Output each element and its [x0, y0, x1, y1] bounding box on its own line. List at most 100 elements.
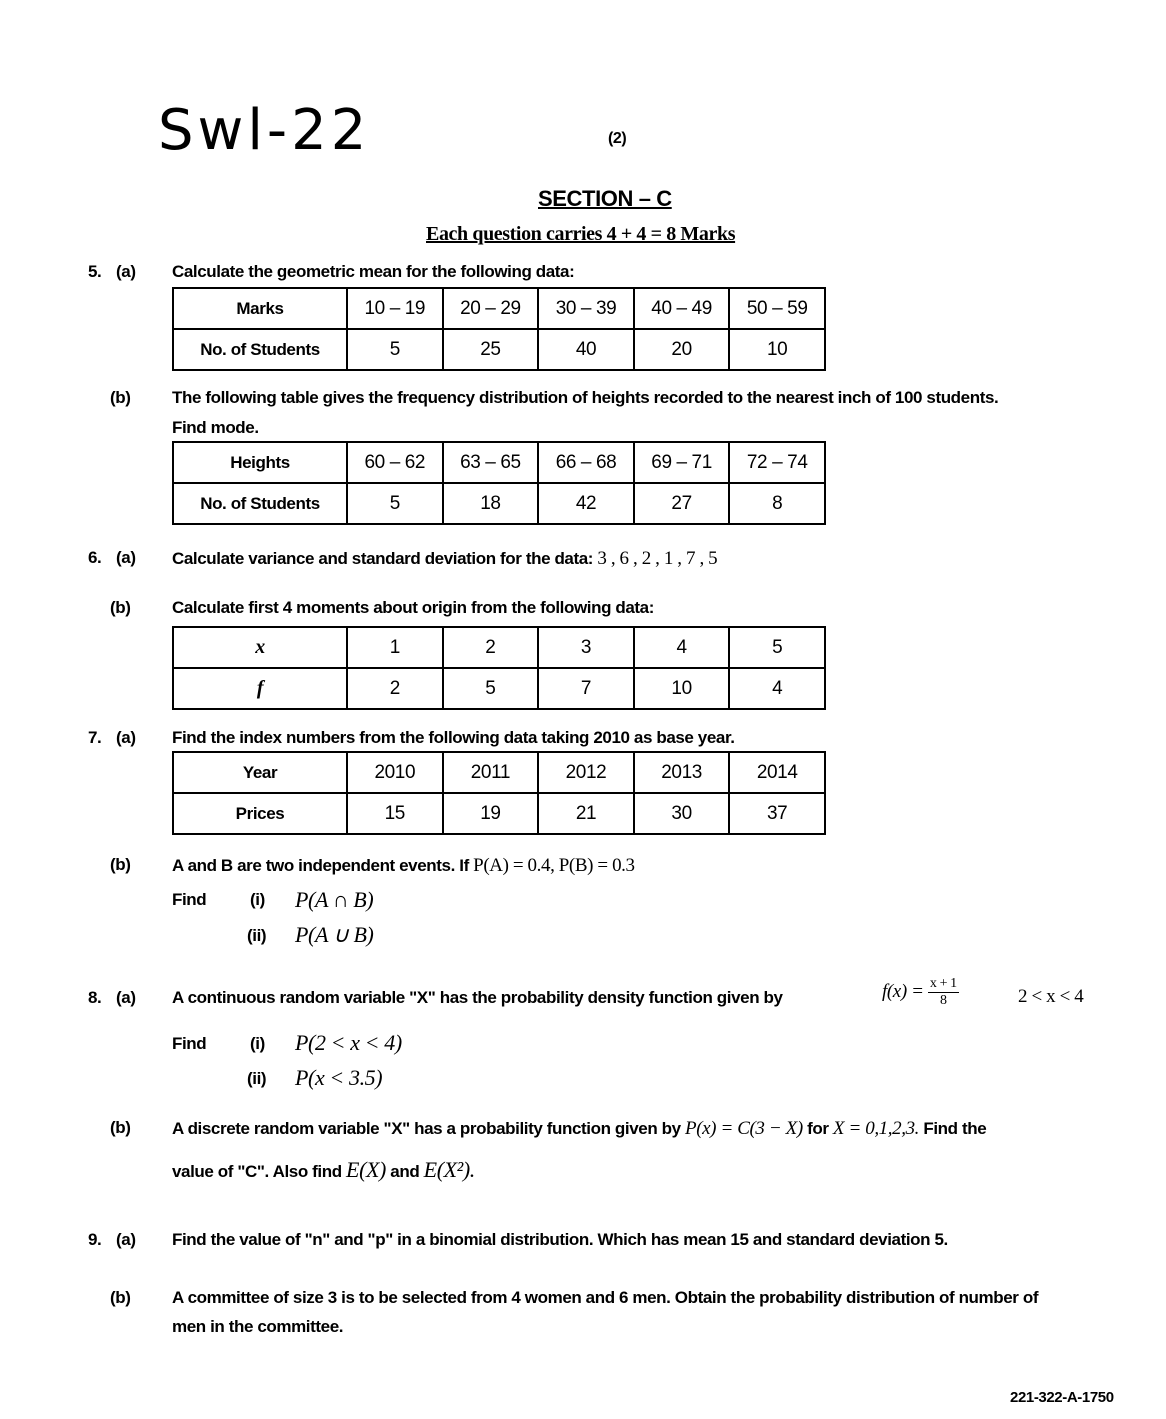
table-cell: 25 [441, 328, 540, 371]
heights-table: Heights 60 – 62 63 – 65 66 – 68 69 – 71 72 – … [172, 441, 826, 525]
part-label: (a) [116, 1230, 136, 1249]
table-cell: 2013 [632, 751, 731, 794]
question-text: Find the value of "n" and "p" in a binom… [172, 1230, 948, 1249]
table-cell: 5 [346, 482, 444, 525]
question-text: A continuous random variable "X" has the… [172, 988, 783, 1007]
table-cell: 3 [537, 626, 635, 669]
table-cell: 2012 [537, 751, 635, 794]
row-header-cell: Heights [172, 441, 348, 484]
table-cell: 1 [346, 626, 444, 669]
question-text: Calculate variance and standard deviatio… [172, 549, 594, 568]
question-number: 6. [88, 548, 102, 567]
question-text: Find mode. [172, 418, 259, 437]
question-text: The following table gives the frequency … [172, 388, 999, 407]
table-cell: 15 [346, 792, 444, 835]
table-row: Heights 60 – 62 63 – 65 66 – 68 69 – 71 72 – … [172, 441, 826, 484]
question-text: and [390, 1162, 420, 1181]
table-cell: 30 – 39 [537, 287, 635, 330]
question-number: 8. [88, 988, 102, 1007]
question-text: A and B are two independent events. If [172, 856, 469, 875]
table-cell: 10 – 19 [346, 287, 444, 330]
row-header-cell: x [172, 626, 348, 669]
moments-table: x 1 2 3 4 5 f 2 5 7 10 4 [172, 626, 826, 710]
row-header-cell: f [172, 667, 348, 710]
question-number: 5. [88, 262, 102, 281]
table-cell: 42 [537, 482, 635, 525]
table-cell: 20 [632, 328, 731, 371]
table-row: Marks 10 – 19 20 – 29 30 – 39 40 – 49 50 – 59 [172, 287, 826, 330]
subpart-label: (i) [250, 1034, 265, 1053]
math-expression: P(x) = C(3 − X) [685, 1118, 803, 1139]
section-title: SECTION – C [538, 186, 672, 211]
part-label: (a) [116, 548, 136, 567]
table-cell: 40 [537, 328, 635, 371]
table-cell: 4 [728, 667, 826, 710]
table-cell: 30 [632, 792, 731, 835]
row-header-cell: No. of Students [172, 482, 348, 525]
table-cell: 18 [441, 482, 540, 525]
math-expression: P(A ∩ B) [295, 887, 374, 912]
subpart-label: (i) [250, 890, 265, 909]
prices-table: Year 2010 2011 2012 2013 2014 Prices 15 19 21 30 37 [172, 751, 826, 835]
table-cell: 2010 [346, 751, 444, 794]
page-number: (2) [608, 130, 627, 147]
subpart-label: (ii) [247, 1069, 267, 1088]
table-cell: 8 [728, 482, 826, 525]
row-header-cell: No. of Students [172, 328, 348, 371]
table-row: No. of Students 5 18 42 27 8 [172, 482, 826, 525]
range: 2 < x < 4 [1018, 986, 1084, 1007]
math-expression: X = 0,1,2,3. [832, 1118, 920, 1139]
table-cell: 5 [441, 667, 540, 710]
table-cell: 69 – 71 [632, 441, 731, 484]
table-cell: 5 [728, 626, 826, 669]
part-label: (b) [110, 1288, 131, 1307]
question-text: Calculate variance and standard deviatio… [172, 548, 718, 570]
part-label: (b) [110, 598, 131, 617]
question-text: Find the [923, 1119, 987, 1138]
table-cell: 2011 [441, 751, 540, 794]
table-cell: 2014 [728, 751, 826, 794]
question-text: men in the committee. [172, 1317, 344, 1336]
question-number: 9. [88, 1230, 102, 1249]
question-text: value of "C". Also find E(X) and E(X²). [172, 1157, 475, 1183]
question-text: Calculate first 4 moments about origin f… [172, 598, 655, 617]
math-expression: P(A) = 0.4, P(B) = 0.3 [473, 855, 635, 876]
table-cell: 27 [632, 482, 731, 525]
paper-code: 221-322-A-1750 [1010, 1389, 1114, 1406]
marks-table: Marks 10 – 19 20 – 29 30 – 39 40 – 49 50 – 59… [172, 287, 826, 371]
question-text: Find the index numbers from the followin… [172, 728, 735, 747]
row-header-cell: Year [172, 751, 348, 794]
table-cell: 5 [346, 328, 444, 371]
part-label: (a) [116, 728, 136, 747]
question-text: A committee of size 3 is to be selected … [172, 1288, 1039, 1307]
table-cell: 7 [537, 667, 635, 710]
part-label: (a) [116, 262, 136, 281]
table-cell: 2 [346, 667, 444, 710]
part-label: (a) [116, 988, 136, 1007]
table-cell: 10 [728, 328, 826, 371]
question-text: Calculate the geometric mean for the fol… [172, 262, 575, 281]
math-expression: P(A ∪ B) [295, 922, 374, 947]
question-text: for [807, 1119, 829, 1138]
table-cell: 50 – 59 [728, 287, 826, 330]
table-cell: 60 – 62 [346, 441, 444, 484]
part-label: (b) [110, 388, 131, 407]
question-text: value of "C". Also find [172, 1162, 342, 1181]
find-label: Find [172, 1034, 207, 1053]
table-cell: 40 – 49 [632, 287, 731, 330]
table-cell: 21 [537, 792, 635, 835]
data-values: 3 , 6 , 2 , 1 , 7 , 5 [597, 548, 718, 569]
question-text: A discrete random variable "X" has a pro… [172, 1119, 681, 1138]
question-number: 7. [88, 728, 102, 747]
table-cell: 19 [441, 792, 540, 835]
table-cell: 37 [728, 792, 826, 835]
table-cell: 66 – 68 [537, 441, 635, 484]
table-cell: 63 – 65 [441, 441, 540, 484]
math-expression: E(X²). [423, 1157, 476, 1182]
question-text: A discrete random variable "X" has a pro… [172, 1118, 987, 1140]
table-row: Year 2010 2011 2012 2013 2014 [172, 751, 826, 794]
subpart-label: (ii) [247, 926, 267, 945]
